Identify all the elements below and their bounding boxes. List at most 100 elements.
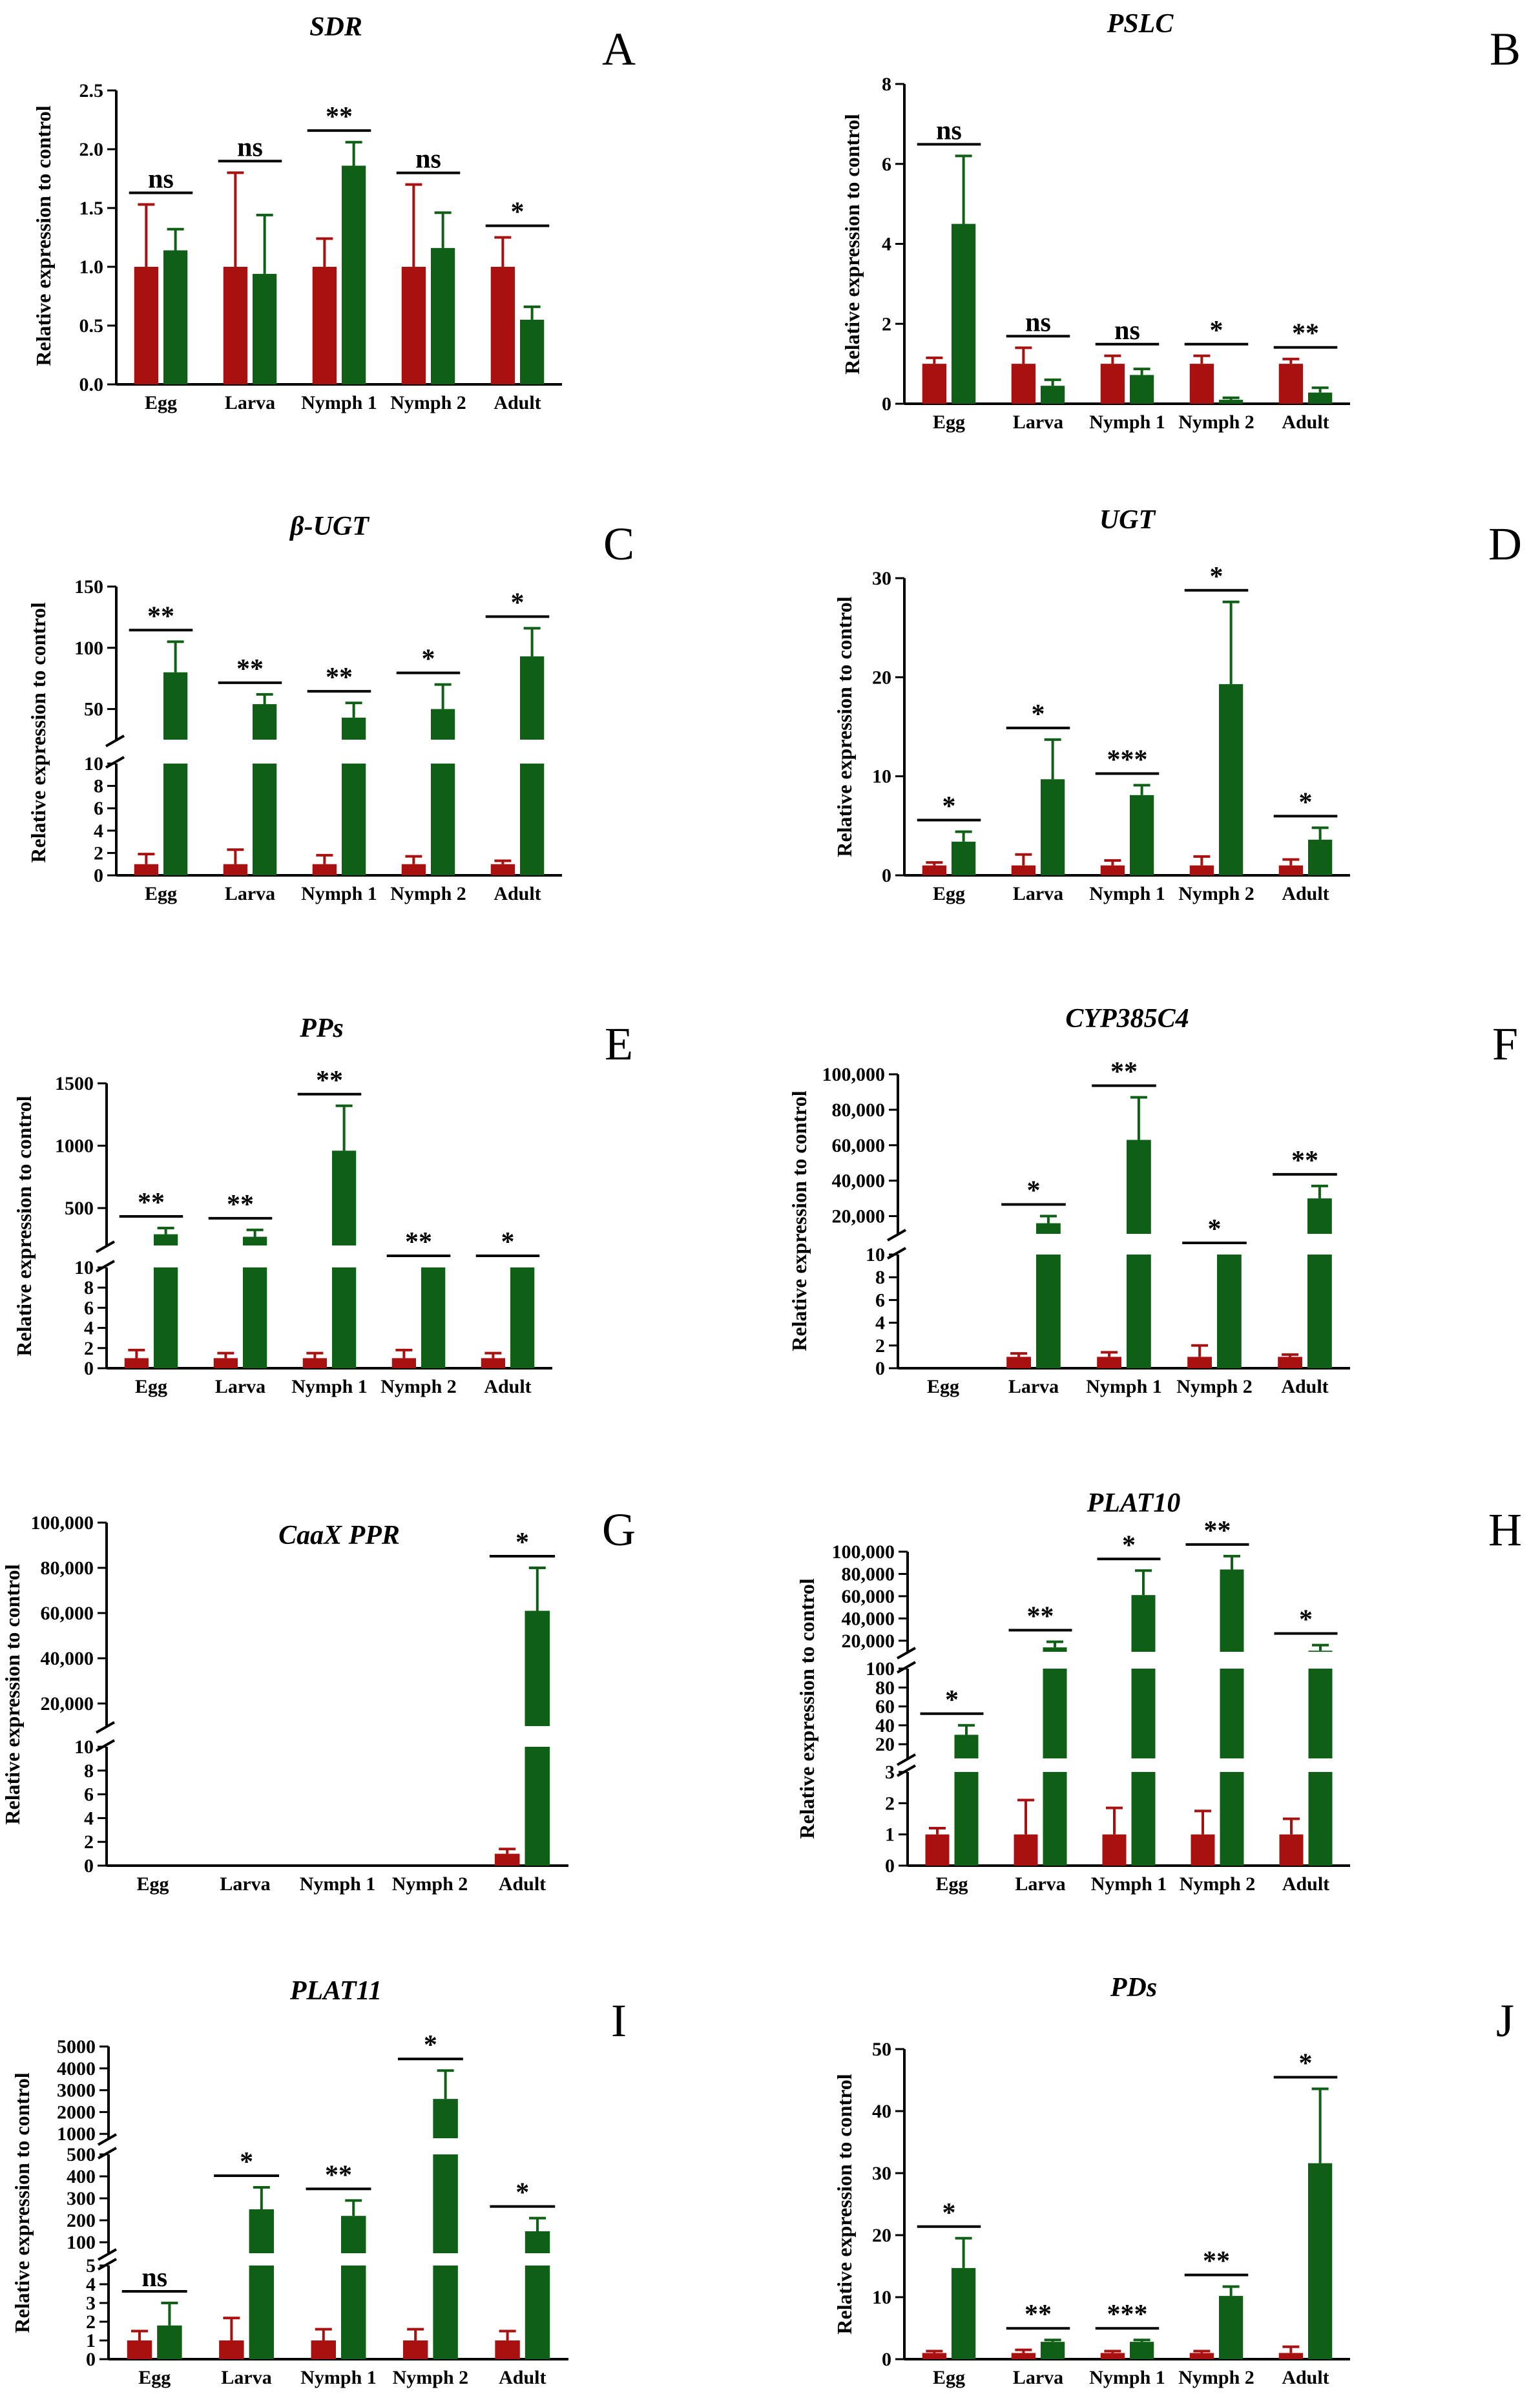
significance-label: * xyxy=(942,792,956,822)
y-axis-label: Relative expression to control xyxy=(1,1564,24,1824)
treatment-bar xyxy=(431,709,455,875)
control-bar xyxy=(1011,364,1035,404)
x-tick-label: Egg xyxy=(135,1376,167,1397)
y-tick-label: 0 xyxy=(882,393,891,415)
y-tick-label: 1000 xyxy=(55,1136,94,1157)
treatment-bar xyxy=(1041,386,1065,404)
break-gap xyxy=(400,2138,461,2154)
break-gap xyxy=(300,1245,359,1267)
axis-break-mark xyxy=(98,2258,117,2271)
significance-label: * xyxy=(424,2030,437,2060)
y-axis-label: Relative expression to control xyxy=(32,105,55,366)
y-tick-label: 80 xyxy=(875,1677,895,1698)
treatment-bar xyxy=(1308,2163,1333,2359)
significance-label: * xyxy=(1299,787,1313,817)
significance-label: ** xyxy=(1027,1602,1054,1632)
treatment-bar xyxy=(520,656,545,875)
treatment-bar xyxy=(342,165,366,384)
break-gap xyxy=(1188,1758,1247,1772)
treatment-bar xyxy=(1041,779,1065,875)
significance-label: ns xyxy=(415,145,441,174)
break-gap xyxy=(922,1652,981,1669)
break-gap xyxy=(121,1245,181,1267)
y-tick-label: 80,000 xyxy=(41,1557,94,1579)
significance-label: * xyxy=(501,1227,515,1257)
y-tick-label: 500 xyxy=(65,1198,94,1219)
significance-label: ns xyxy=(148,165,174,194)
y-tick-label: 5000 xyxy=(57,2036,96,2057)
break-gap xyxy=(492,2253,553,2266)
y-tick-label: 4 xyxy=(875,1313,885,1334)
y-tick-label: 1 xyxy=(86,2330,96,2351)
significance-label: * xyxy=(945,1685,959,1715)
panel-label: J xyxy=(1496,1995,1514,2047)
x-tick-label: Nymph 1 xyxy=(301,392,377,413)
panel-B: PSLC B Relative expression to control 0 2 4 6 8… xyxy=(840,9,1521,433)
y-tick-label: 10 xyxy=(872,766,891,787)
y-tick-label: 4 xyxy=(882,234,891,255)
control-bar xyxy=(922,865,946,875)
y-tick-label: 0.0 xyxy=(79,374,104,395)
x-tick-label: Larva xyxy=(1013,411,1063,433)
significance-label: ns xyxy=(141,2263,167,2293)
significance-label: ** xyxy=(1292,319,1319,349)
y-tick-label: 8 xyxy=(84,1760,94,1782)
y-tick-label: 80,000 xyxy=(842,1563,895,1585)
chart-title: PLAT11 xyxy=(289,1976,382,2006)
x-tick-label: Nymph 1 xyxy=(291,1376,368,1397)
panel-H: PLAT10 H Relative expression to control 0 1 2… xyxy=(795,1488,1522,1895)
treatment-bar xyxy=(253,273,277,384)
y-tick-label: 0 xyxy=(882,865,891,886)
control-bar xyxy=(391,1358,416,1368)
control-bar xyxy=(1191,1834,1215,1866)
break-gap xyxy=(400,2253,461,2266)
x-tick-label: Larva xyxy=(1013,2367,1063,2388)
y-tick-label: 100,000 xyxy=(832,1541,895,1563)
y-tick-label: 100 xyxy=(74,638,103,659)
y-tick-label: 3 xyxy=(86,2293,96,2314)
treatment-bar xyxy=(1219,399,1243,404)
break-gap xyxy=(1188,1652,1247,1669)
y-tick-label: 20,000 xyxy=(842,1630,895,1652)
control-bar xyxy=(495,2340,520,2359)
y-tick-label: 80,000 xyxy=(832,1099,886,1121)
chart-title: PPs xyxy=(299,1014,344,1043)
significance-label: * xyxy=(1299,2048,1313,2078)
significance-label: ns xyxy=(1114,316,1140,346)
x-tick-label: Nymph 1 xyxy=(1091,1873,1167,1895)
break-gap xyxy=(1004,1234,1063,1255)
significance-label: ** xyxy=(1291,1146,1318,1176)
x-tick-label: Egg xyxy=(145,883,177,904)
x-tick-label: Adult xyxy=(494,392,541,413)
chart-title: PSLC xyxy=(1107,9,1174,39)
y-tick-label: 0 xyxy=(882,2349,891,2370)
x-tick-label: Egg xyxy=(138,2367,171,2388)
break-gap xyxy=(1099,1652,1158,1669)
break-gap xyxy=(216,2138,277,2154)
control-bar xyxy=(1014,1834,1038,1866)
x-tick-label: Larva xyxy=(1013,883,1063,904)
axis-break-mark xyxy=(105,734,125,747)
axis-break-mark xyxy=(887,1247,906,1260)
break-gap xyxy=(922,1758,981,1772)
axis-break-mark xyxy=(96,1739,115,1752)
control-bar xyxy=(490,864,515,875)
panel-label: G xyxy=(602,1504,636,1556)
significance-label: * xyxy=(1299,1605,1313,1635)
treatment-bar xyxy=(510,1267,535,1368)
panel-label: E xyxy=(605,1018,633,1070)
axis-break-mark xyxy=(98,2147,117,2160)
y-tick-label: 1.5 xyxy=(79,198,104,219)
control-bar xyxy=(922,2353,946,2359)
control-bar xyxy=(1097,1357,1121,1368)
chart-title: SDR xyxy=(309,12,362,42)
control-bar xyxy=(134,267,158,384)
x-tick-label: Nymph 1 xyxy=(1089,883,1165,904)
y-tick-label: 5 xyxy=(86,2255,96,2276)
y-tick-label: 40,000 xyxy=(832,1171,886,1192)
y-tick-label: 10 xyxy=(74,1736,94,1758)
control-bar xyxy=(922,364,946,404)
x-tick-label: Nymph 2 xyxy=(392,1873,468,1895)
